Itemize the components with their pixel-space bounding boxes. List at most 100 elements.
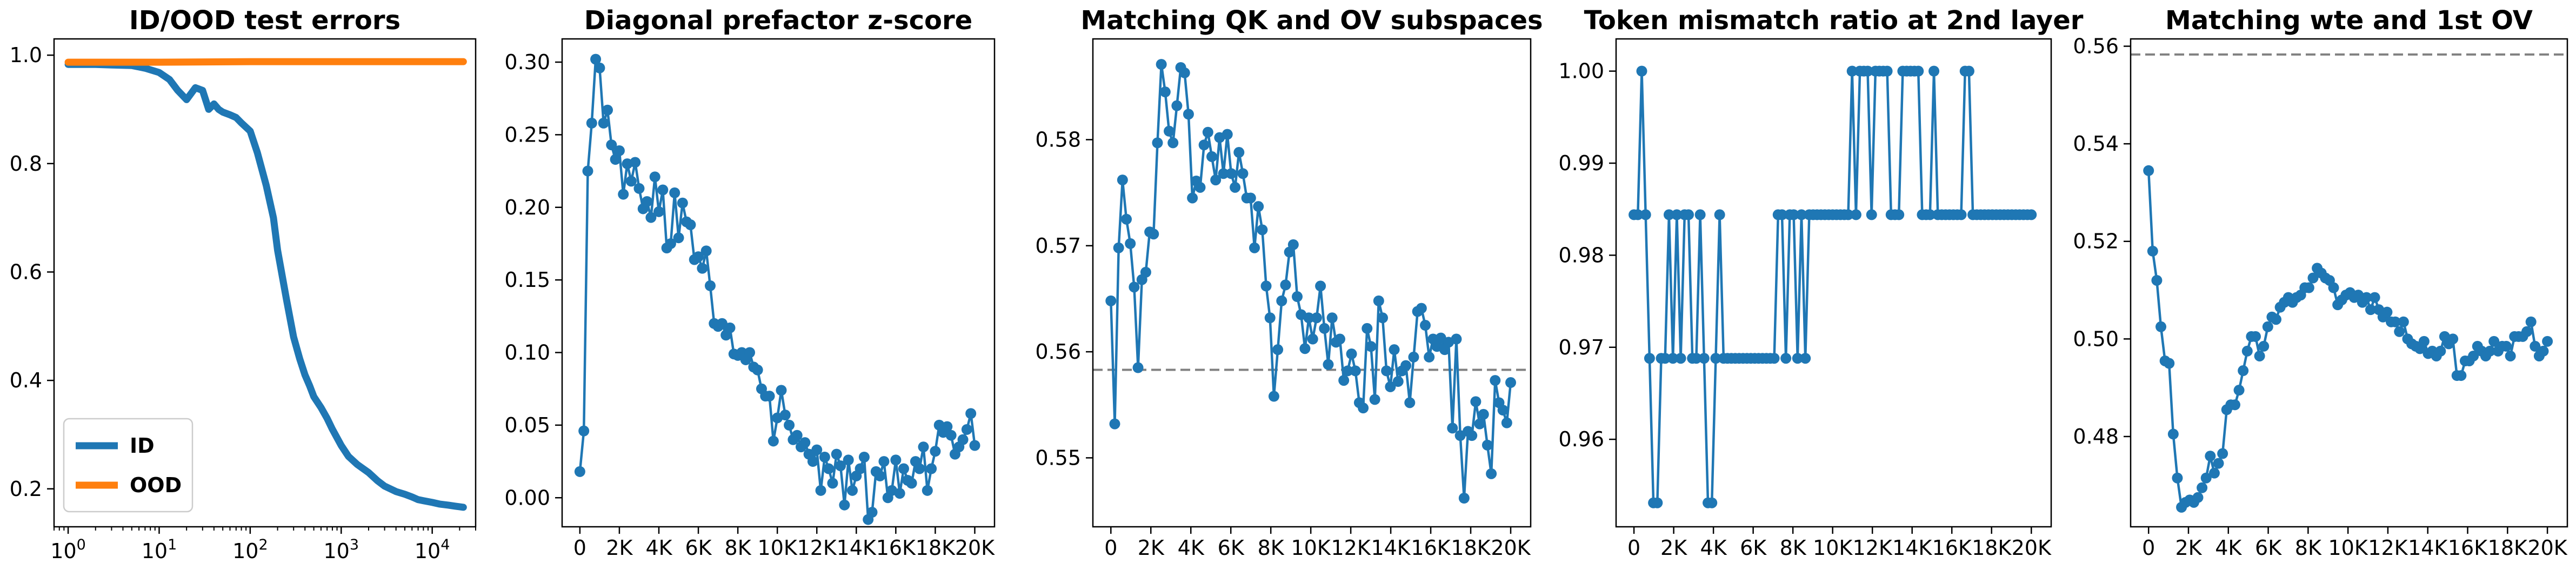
data-point [1198, 139, 1210, 151]
data-point [2369, 292, 2380, 303]
data-point [2307, 272, 2319, 284]
data-point [815, 485, 826, 496]
data-point [2542, 336, 2553, 347]
data-point [1420, 320, 1431, 331]
data-point [2538, 345, 2549, 357]
data-point [1843, 209, 1854, 220]
data-point [2418, 336, 2430, 347]
data-point [1358, 403, 1369, 414]
data-point [1326, 312, 1338, 324]
data-point [2250, 331, 2261, 342]
axes-frame [2130, 38, 2568, 528]
data-point [926, 463, 937, 474]
data-point [1800, 353, 1811, 364]
data-point [610, 154, 621, 165]
data-point [2205, 451, 2216, 462]
data-point [1346, 348, 1357, 360]
data-point [2303, 282, 2314, 293]
data-point [1846, 65, 1858, 77]
x-tick-label: 6K [685, 536, 712, 560]
data-point [894, 488, 905, 499]
data-point [2398, 316, 2409, 327]
data-point [704, 280, 716, 291]
data-point [574, 466, 585, 477]
data-point [922, 485, 933, 496]
x-tick-label: 0 [573, 536, 586, 560]
data-point [697, 263, 708, 274]
data-point [1225, 168, 1237, 179]
data-point [2361, 292, 2372, 303]
data-point [1179, 67, 1190, 78]
data-point [2484, 345, 2495, 357]
y-tick-label: 0.98 [1558, 243, 1604, 267]
data-point [1850, 209, 1861, 220]
y-tick-label: 0.05 [504, 413, 550, 437]
series-line-id [64, 61, 467, 511]
data-point [1148, 229, 1159, 240]
data-point [1373, 295, 1384, 306]
data-point [1474, 418, 1485, 430]
data-point [2447, 333, 2459, 345]
x-tick-label-exponent: 0 [77, 537, 86, 553]
data-point [764, 391, 775, 402]
data-point [1478, 408, 1489, 420]
data-point [657, 184, 669, 196]
data-point [965, 408, 977, 419]
data-point [613, 145, 625, 156]
data-point [1323, 359, 1334, 370]
legend: ID OOD [63, 418, 193, 513]
data-point [1237, 168, 1249, 179]
data-point [1866, 209, 1877, 220]
x-tick-label: 18K [1451, 536, 1491, 560]
data-point [1129, 281, 1140, 293]
x-tick-label: 14K [1892, 536, 1932, 560]
data-point [1315, 280, 1326, 292]
data-point [1924, 209, 1936, 220]
data-point [1362, 323, 1373, 334]
data-point [2530, 340, 2541, 352]
data-point [1636, 65, 1647, 77]
data-point [918, 441, 929, 453]
panel-title: ID/OOD test errors [129, 5, 401, 36]
data-point [906, 478, 917, 489]
data-point [1481, 439, 1493, 451]
data-point [930, 446, 941, 457]
data-point [1497, 405, 1509, 416]
x-tick-label: 0 [1104, 536, 1117, 560]
data-point [669, 187, 680, 198]
x-tick-label: 20K [955, 536, 995, 560]
x-tick-label: 4K [1700, 536, 1727, 560]
data-point [1663, 209, 1674, 220]
x-tick-label-base: 10 [232, 539, 258, 563]
panel-title: Diagonal prefactor z-score [584, 5, 972, 36]
data-point [1194, 182, 1206, 193]
data-point [1424, 351, 1435, 363]
data-point [1659, 353, 1671, 364]
data-point [677, 197, 688, 209]
data-point [1381, 365, 1392, 377]
data-point [1389, 344, 1400, 356]
data-point [811, 444, 823, 455]
data-point [1350, 365, 1361, 377]
y-tick-label: 0.97 [1558, 336, 1604, 359]
data-point [1714, 209, 1725, 220]
x-tick-label: 6K [2255, 536, 2282, 560]
data-point [1963, 65, 1974, 77]
data-point [1202, 126, 1213, 138]
x-tick-label: 16K [2448, 536, 2488, 560]
data-point [1164, 125, 1175, 137]
data-point [791, 430, 803, 441]
data-point [1862, 65, 1873, 77]
data-point [1249, 242, 1260, 253]
data-point [2172, 472, 2183, 484]
data-point [2026, 209, 2037, 220]
x-tick-label: 6K [1218, 536, 1245, 560]
data-point [1675, 353, 1686, 364]
data-point [2521, 326, 2533, 337]
data-point [843, 454, 854, 466]
y-tick-label: 1.0 [10, 43, 42, 67]
x-tick-label-exponent: 1 [168, 537, 177, 553]
data-point [653, 206, 664, 217]
